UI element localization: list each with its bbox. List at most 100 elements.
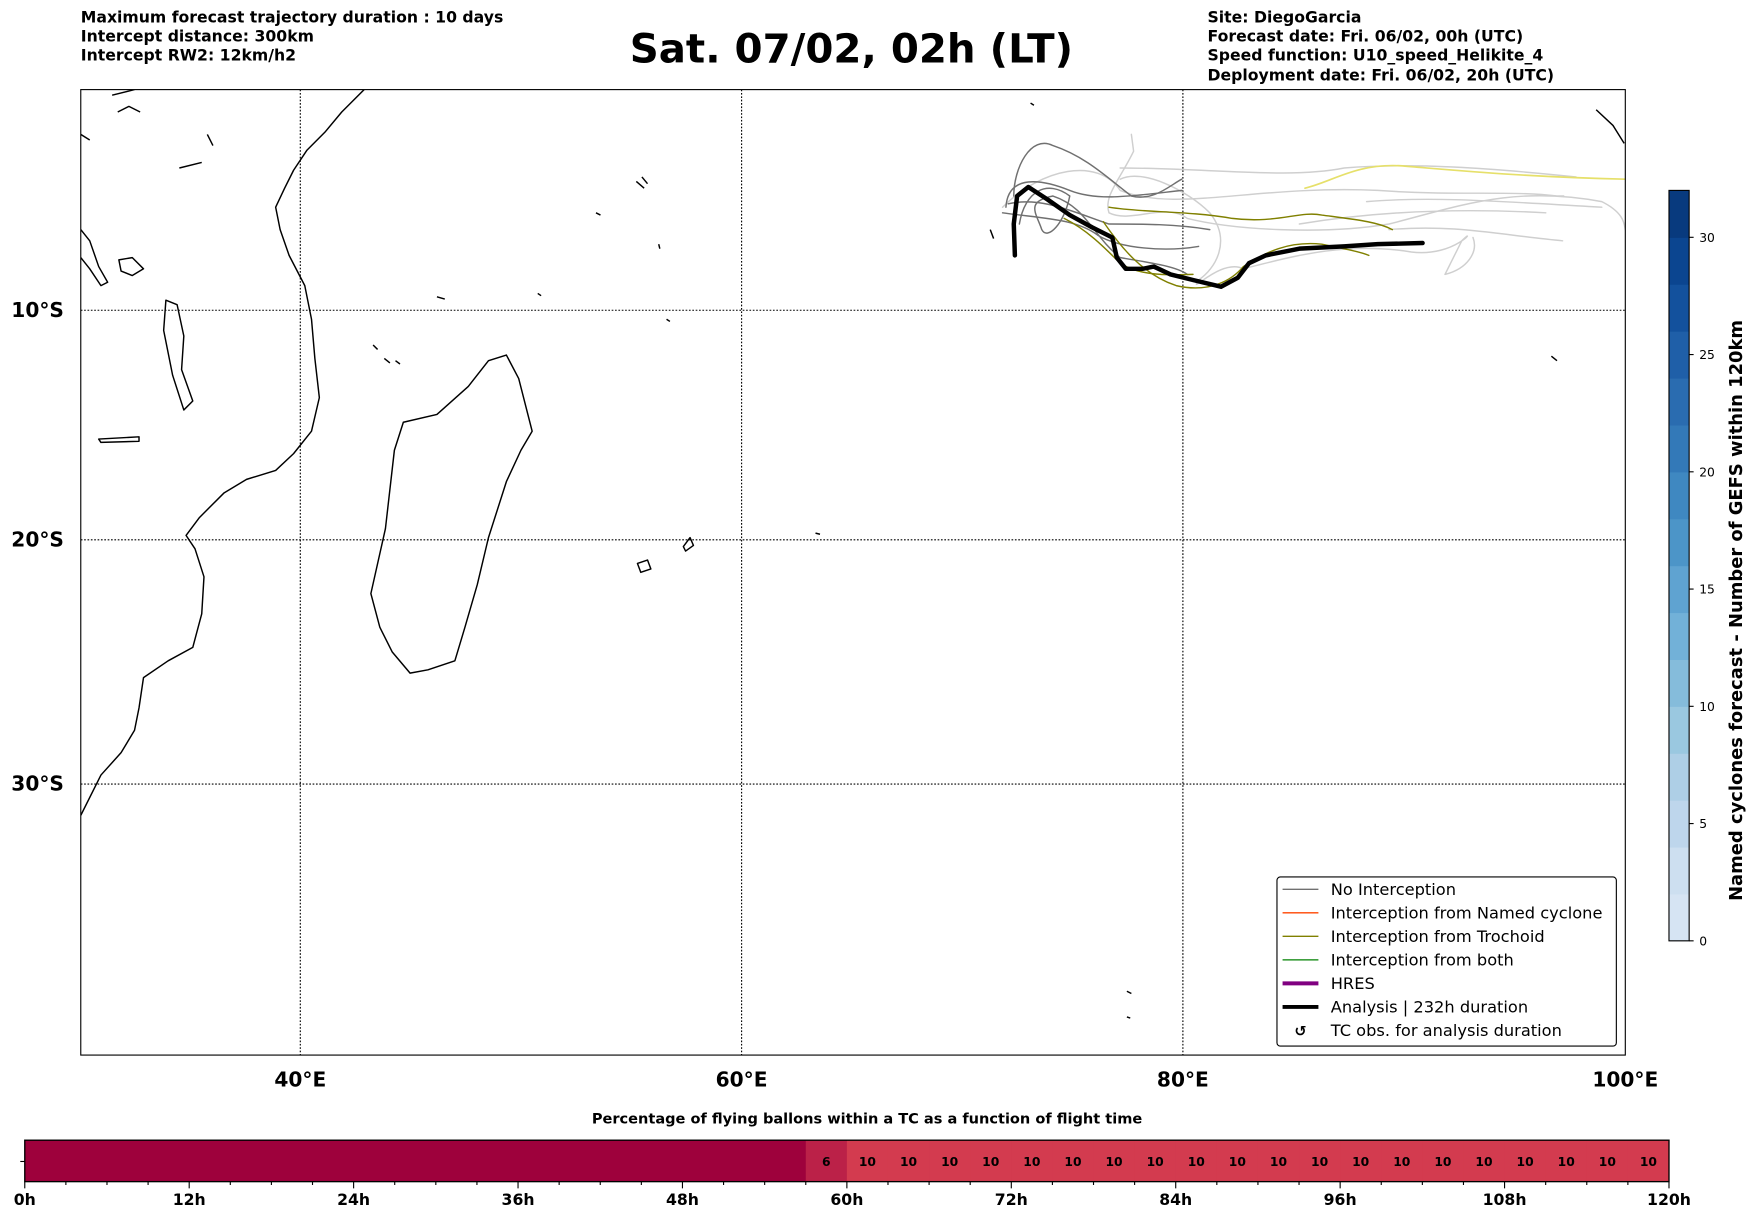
header-intercept-rw2: Intercept RW2: 12km/h2 — [81, 45, 296, 64]
legend-label: No Interception — [1331, 880, 1456, 899]
lon-label: 80°E — [1157, 1067, 1209, 1091]
colorbar-band — [1668, 847, 1690, 895]
page-title: Sat. 07/02, 02h (LT) — [630, 26, 1073, 73]
timeline-segment — [929, 1140, 971, 1182]
legend-item: Analysis | 232h duration — [1282, 998, 1528, 1017]
timeline-segment-label: 10 — [1434, 1155, 1451, 1169]
timeline-segment — [1586, 1140, 1629, 1182]
seychelles — [436, 176, 671, 323]
timeline-segment — [1257, 1140, 1300, 1182]
timeline-tick-label: 60h — [830, 1190, 863, 1209]
timeline-segment — [1545, 1140, 1588, 1182]
colorbar-tick-label: 25 — [1699, 348, 1715, 362]
trajectory-no-interception — [1005, 181, 1211, 231]
timeline-segment-label: 10 — [1147, 1155, 1164, 1169]
lake-malawi — [162, 299, 194, 411]
timeline-segment-label: 10 — [1270, 1155, 1287, 1169]
timeline-segment-label: 10 — [1640, 1155, 1657, 1169]
trajectory-no-interception — [1119, 165, 1577, 178]
colorbar-band — [1668, 471, 1690, 520]
colorbar-tick-label: 30 — [1699, 231, 1715, 245]
timeline-tick-label: 12h — [173, 1190, 206, 1209]
header-intercept-distance: Intercept distance: 300km — [81, 26, 314, 45]
colorbar: 0 5 10 15 20 25 30 Named cyclones forecast - N… — [1668, 189, 1747, 948]
timeline-segment-label: 10 — [900, 1155, 917, 1169]
header-duration: Maximum forecast trajectory duration : 1… — [81, 7, 504, 26]
timeline-segment — [1052, 1140, 1094, 1182]
colorbar-band — [1668, 190, 1690, 238]
legend-item: ↺ TC obs. for analysis duration — [1294, 1021, 1562, 1040]
timeline-tick-label: 108h — [1483, 1190, 1527, 1209]
timeline-segment — [1093, 1140, 1136, 1182]
colorbar-band — [1668, 237, 1690, 285]
timeline-tick-label: 48h — [666, 1190, 699, 1209]
timeline-segment-label: 10 — [1393, 1155, 1410, 1169]
reunion — [636, 559, 652, 574]
timeline-segment-label: 10 — [1352, 1155, 1369, 1169]
header-forecast-date: Forecast date: Fri. 06/02, 00h (UTC) — [1208, 26, 1524, 45]
timeline-segment-label: 10 — [1105, 1155, 1122, 1169]
north-coast — [80, 89, 214, 169]
colorbar-band — [1668, 659, 1690, 707]
timeline-segment — [1627, 1140, 1670, 1182]
mauritius — [682, 536, 695, 552]
trajectory-no-interception — [1013, 142, 1183, 198]
timeline-tick-label: 120h — [1647, 1190, 1691, 1209]
legend-item: HRES — [1282, 974, 1375, 993]
tc-obs-marker-icon: ↺ — [1294, 1023, 1306, 1040]
tc-timeline-chart: Percentage of flying ballons within a TC… — [14, 1110, 1691, 1209]
trajectory-no-interception — [1304, 164, 1626, 190]
header-site: Site: DiegoGarcia — [1208, 7, 1362, 26]
colorbar-band — [1668, 424, 1690, 473]
lake-victoria — [118, 256, 145, 277]
timeline-segment-label: 10 — [1064, 1155, 1081, 1169]
colorbar-tick-label: 5 — [1699, 817, 1707, 831]
colorbar-tick-label: 20 — [1699, 465, 1715, 479]
timeline-segment — [1299, 1140, 1341, 1182]
legend-item: Interception from both — [1282, 950, 1514, 969]
colorbar-tick-label: 15 — [1699, 583, 1715, 597]
trajectory-analysis — [1011, 184, 1425, 289]
header-deployment-date: Deployment date: Fri. 06/02, 20h (UTC) — [1208, 66, 1555, 85]
timeline-segment — [1340, 1140, 1382, 1182]
trajectory-no-interception — [1298, 198, 1603, 242]
map-frame — [80, 89, 1626, 1056]
legend-label: Analysis | 232h duration — [1331, 998, 1528, 1017]
madagascar — [370, 354, 533, 674]
legend-label: Interception from Named cyclone — [1331, 903, 1603, 922]
colorbar-band — [1668, 284, 1690, 332]
legend-label: Interception from both — [1331, 950, 1514, 969]
colorbar-band — [1668, 753, 1690, 801]
timeline-segment-label: 10 — [1311, 1155, 1328, 1169]
lat-label: 10°S — [11, 298, 64, 322]
timeline-segment-label: 10 — [859, 1155, 876, 1169]
colorbar-tick-label: 10 — [1699, 700, 1715, 714]
timeline-segment — [887, 1140, 930, 1182]
lake-tanganyika — [80, 229, 109, 287]
timeline-tick-label: 0h — [14, 1190, 36, 1209]
coastlines — [80, 89, 1625, 1019]
timeline-segment-label: 10 — [1023, 1155, 1040, 1169]
africa-coastline — [80, 89, 365, 816]
trajectories — [1001, 133, 1626, 289]
timeline-tick-label: 84h — [1159, 1190, 1192, 1209]
colorbar-band — [1668, 612, 1690, 660]
map-panel[interactable] — [80, 89, 1626, 1056]
lat-label: 20°S — [11, 528, 64, 552]
trajectory-no-interception — [1018, 187, 1189, 276]
timeline-segment-label: 10 — [1229, 1155, 1246, 1169]
trajectory-trochoid — [1108, 206, 1394, 231]
timeline-tick-label: 72h — [995, 1190, 1028, 1209]
timeline-segment — [24, 1140, 807, 1182]
colorbar-band — [1668, 518, 1690, 567]
timeline-segment-label: 10 — [1188, 1155, 1205, 1169]
timeline-segment — [1134, 1140, 1177, 1182]
header-speed-function: Speed function: U10_speed_Helikite_4 — [1208, 45, 1544, 64]
timeline-segment — [846, 1140, 889, 1182]
legend-item: Interception from Named cyclone — [1282, 903, 1603, 922]
lon-label: 60°E — [716, 1067, 768, 1091]
legend-label: TC obs. for analysis duration — [1330, 1021, 1562, 1040]
timeline-segment — [1011, 1140, 1053, 1182]
trajectory-no-interception — [1001, 169, 1565, 208]
timeline-segment — [1216, 1140, 1259, 1182]
